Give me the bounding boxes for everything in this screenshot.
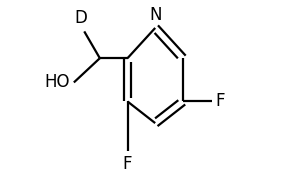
Text: D: D (74, 9, 87, 27)
Text: F: F (216, 93, 225, 110)
Text: F: F (123, 155, 132, 173)
Text: N: N (149, 6, 161, 24)
Text: HO: HO (45, 73, 70, 91)
